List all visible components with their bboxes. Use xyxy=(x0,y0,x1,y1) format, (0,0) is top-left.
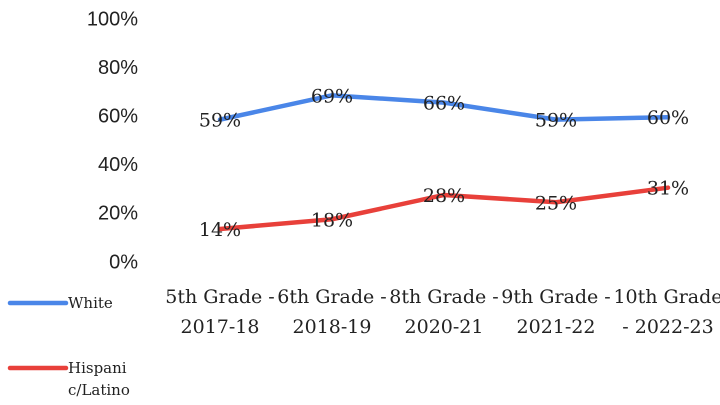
y-tick-label: 0% xyxy=(109,251,138,273)
y-tick-label: 40% xyxy=(98,154,138,176)
legend-label: White xyxy=(68,294,113,312)
x-tick-label: 5th Grade - 2017-18 xyxy=(165,286,275,338)
y-tick-label: 100% xyxy=(87,8,138,30)
data-label: 25% xyxy=(535,192,577,214)
x-tick-label: 8th Grade - 2020-21 xyxy=(389,286,499,338)
data-label: 60% xyxy=(647,107,689,129)
data-label: 66% xyxy=(423,93,465,115)
legend-label: Hispanic/Latino xyxy=(68,359,130,399)
data-label: 31% xyxy=(647,178,689,200)
y-tick-label: 20% xyxy=(98,203,138,225)
series-line xyxy=(217,185,671,232)
series-line xyxy=(217,93,671,122)
x-tick-label: 10th Grade - 2022-23 xyxy=(613,286,720,338)
data-label: 18% xyxy=(311,209,353,231)
data-label: 69% xyxy=(311,85,353,107)
data-label: 14% xyxy=(199,219,241,241)
y-tick-label: 80% xyxy=(98,57,138,79)
x-tick-label: 9th Grade - 2021-22 xyxy=(501,286,611,338)
data-label: 59% xyxy=(199,110,241,132)
x-tick-label: 6th Grade - 2018-19 xyxy=(277,286,387,338)
data-label: 28% xyxy=(423,185,465,207)
y-tick-label: 60% xyxy=(98,105,138,127)
data-label: 59% xyxy=(535,110,577,132)
